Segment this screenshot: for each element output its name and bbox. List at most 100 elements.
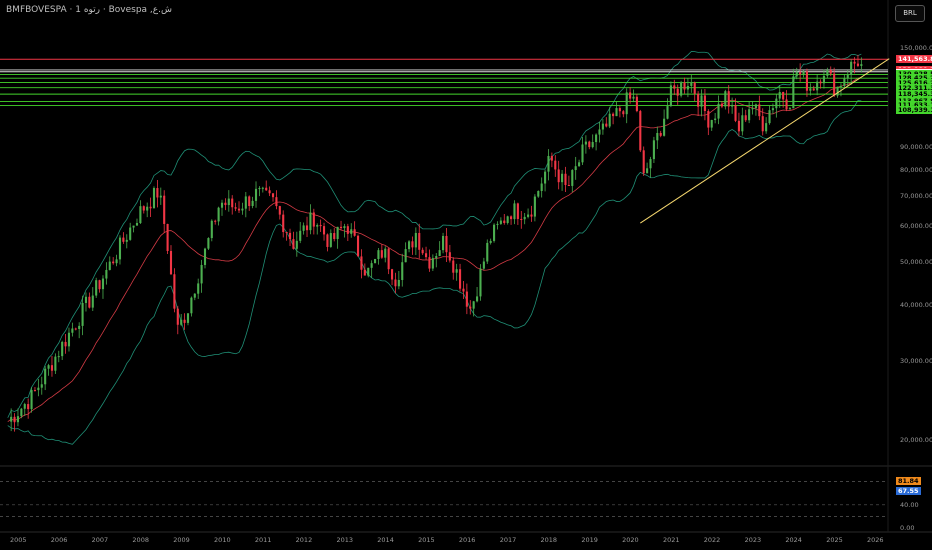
candle-body <box>333 233 336 240</box>
candle-body <box>513 203 516 220</box>
currency-button[interactable]: BRL <box>895 5 925 22</box>
candle-body <box>754 104 757 109</box>
candle-body <box>57 356 60 358</box>
bollinger-bands <box>7 51 862 445</box>
candle-body <box>360 256 363 270</box>
candle-body <box>316 225 319 227</box>
candle-body <box>530 214 533 217</box>
candle-body <box>71 328 74 333</box>
candle-body <box>693 82 696 94</box>
candle-body <box>203 248 207 265</box>
time-axis-label: 2015 <box>418 536 435 544</box>
candle-body <box>309 212 312 231</box>
candle-body <box>265 187 268 191</box>
candle-body <box>850 61 853 75</box>
time-axis-label: 2019 <box>581 536 598 544</box>
candle-body <box>421 249 424 254</box>
candle-body <box>839 85 843 87</box>
candle-body <box>336 226 339 240</box>
time-axis-label: 2011 <box>254 536 272 544</box>
candle-body <box>329 233 332 247</box>
candle-body <box>486 242 489 262</box>
candle-body <box>411 241 414 248</box>
candle-body <box>741 115 744 132</box>
candle-body <box>544 171 547 184</box>
candle-body <box>683 82 686 90</box>
candle-body <box>703 95 706 111</box>
candle-body <box>214 220 217 222</box>
candle-body <box>190 297 193 314</box>
osc-k-value: 81.84 <box>896 477 921 485</box>
chart-title: BMFBOVESPA · رتوه 1 · Bovespa ,ش.ع <box>6 5 173 15</box>
candle-body <box>550 155 553 161</box>
candle-body <box>20 408 23 417</box>
candle-body <box>805 71 808 91</box>
time-axis-label: 2010 <box>214 536 231 544</box>
candle-body <box>557 169 560 183</box>
candle-body <box>176 308 179 325</box>
candle-body <box>95 280 98 296</box>
candle-body <box>166 223 169 251</box>
candle-body <box>459 269 462 289</box>
candle-body <box>271 193 275 198</box>
candle-body <box>547 155 550 172</box>
candle-body <box>788 108 791 110</box>
candle-body <box>81 302 84 326</box>
candle-body <box>78 325 81 329</box>
candle-body <box>812 88 815 91</box>
candle-body <box>778 91 781 99</box>
time-axis-label: 2007 <box>91 536 109 544</box>
candle-body <box>833 73 836 96</box>
time-axis-label: 2018 <box>540 536 558 544</box>
candle-body <box>598 129 601 135</box>
candle-body <box>258 188 261 190</box>
candle-body <box>785 99 788 110</box>
candle-body <box>210 220 213 239</box>
candle-body <box>135 223 139 226</box>
candle-body <box>816 81 819 91</box>
candle-body <box>445 235 448 253</box>
time-axis-label: 2012 <box>295 536 313 544</box>
candle-body <box>809 88 812 91</box>
candle-body <box>442 235 445 251</box>
candle-body <box>237 208 241 211</box>
candle-body <box>775 98 778 109</box>
candle-body <box>826 70 829 76</box>
candle-body <box>248 196 251 207</box>
candle-body <box>231 198 234 208</box>
candle-body <box>510 216 513 220</box>
bollinger-upper <box>7 51 862 418</box>
candle-body <box>615 108 618 117</box>
candle-body <box>751 108 754 110</box>
candle-body <box>380 250 383 258</box>
candle-body <box>853 61 856 64</box>
price-axis-tick: 150,000.00 <box>900 44 932 52</box>
candle-body <box>707 110 710 128</box>
candle-body <box>622 111 625 115</box>
candle-body <box>285 232 288 234</box>
osc-axis-tick: 40.00 <box>900 500 919 509</box>
candle-body <box>197 283 200 294</box>
time-axis-label: 2026 <box>867 536 884 544</box>
candle-body <box>217 207 220 222</box>
candle-body <box>727 91 730 107</box>
candle-body <box>251 200 254 207</box>
candle-body <box>744 115 747 121</box>
candle-body <box>288 232 292 240</box>
candle-body <box>799 72 802 75</box>
candle-body <box>350 229 353 234</box>
candle-body <box>567 184 570 186</box>
candle-body <box>244 196 247 209</box>
trendline <box>640 58 890 224</box>
candle-body <box>673 85 676 89</box>
candle-body <box>765 123 768 132</box>
candle-body <box>846 74 849 79</box>
candle-body <box>489 240 492 243</box>
candle-body <box>431 258 434 269</box>
ascending-trendline <box>640 58 890 224</box>
candle-body <box>156 188 159 198</box>
candle-body <box>353 229 356 236</box>
candle-body <box>690 82 693 86</box>
osc-d-value: 67.55 <box>896 487 921 495</box>
